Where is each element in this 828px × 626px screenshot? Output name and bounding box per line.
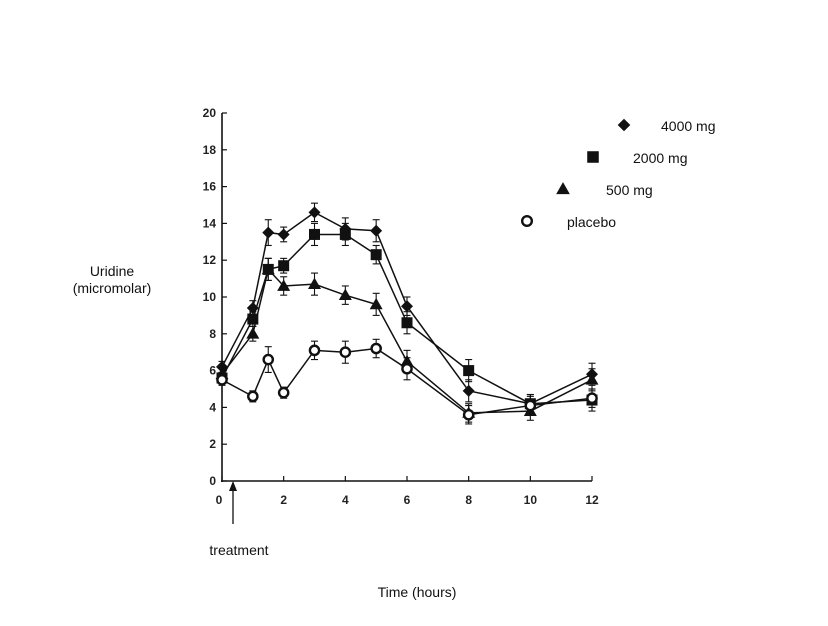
data-point bbox=[401, 317, 413, 329]
legend-label: placebo bbox=[567, 214, 616, 230]
legend-label: 2000 mg bbox=[633, 150, 687, 166]
x-tick-label: 6 bbox=[404, 493, 411, 507]
x-tick-label: 8 bbox=[465, 493, 472, 507]
y-tick-label: 10 bbox=[203, 290, 217, 304]
y-axis-title-line2: (micromolar) bbox=[73, 280, 152, 296]
data-point bbox=[308, 344, 321, 357]
legend-marker bbox=[587, 151, 599, 163]
data-point bbox=[278, 260, 290, 272]
series-placebo bbox=[216, 338, 598, 425]
legend-marker bbox=[520, 214, 534, 228]
y-tick-label: 6 bbox=[209, 364, 216, 378]
x-tick-label: 4 bbox=[342, 493, 349, 507]
data-point bbox=[369, 297, 383, 310]
legend-item-500-mg: 500 mg bbox=[556, 182, 653, 198]
data-point bbox=[216, 373, 228, 386]
series-4000-mg bbox=[216, 202, 598, 414]
data-point bbox=[277, 386, 290, 399]
data-point bbox=[277, 228, 290, 241]
treatment-arrow bbox=[229, 481, 237, 524]
y-tick-label: 0 bbox=[209, 474, 216, 488]
legend-item-2000-mg: 2000 mg bbox=[587, 150, 687, 166]
data-point bbox=[462, 384, 475, 397]
data-point bbox=[308, 206, 321, 219]
data-point bbox=[246, 327, 260, 339]
data-point bbox=[463, 365, 475, 377]
data-point bbox=[246, 302, 259, 315]
treatment-annotation: treatment bbox=[209, 542, 268, 558]
data-point bbox=[339, 346, 352, 359]
x-tick-label: 0 bbox=[216, 493, 223, 507]
data-point bbox=[247, 390, 259, 403]
data-point bbox=[524, 399, 537, 412]
legend-item-placebo: placebo bbox=[520, 214, 616, 230]
data-point bbox=[370, 249, 382, 261]
data-point bbox=[401, 362, 413, 375]
series-500-mg bbox=[215, 257, 599, 423]
data-point bbox=[262, 226, 275, 239]
x-tick-label: 10 bbox=[524, 493, 538, 507]
x-axis-title: Time (hours) bbox=[378, 584, 457, 600]
x-tick-label: 12 bbox=[585, 493, 599, 507]
legend-marker bbox=[556, 182, 570, 195]
data-point bbox=[339, 228, 351, 240]
y-tick-label: 14 bbox=[203, 216, 217, 230]
y-tick-label: 8 bbox=[209, 327, 216, 341]
y-axis-ticks: 0 2 4 6 8 10 12 14 16 18 20 bbox=[203, 106, 227, 488]
data-point bbox=[338, 288, 352, 301]
y-tick-label: 12 bbox=[203, 253, 217, 267]
series-line bbox=[221, 267, 593, 414]
data-point bbox=[261, 262, 275, 275]
data-point bbox=[370, 224, 383, 237]
data-point bbox=[585, 373, 599, 385]
x-tick-label: 2 bbox=[280, 493, 287, 507]
legend: 4000 mg 2000 mg 500 mg placebo bbox=[520, 118, 715, 230]
data-point bbox=[586, 392, 598, 405]
legend-marker bbox=[617, 118, 631, 132]
data-point bbox=[247, 313, 259, 325]
data-point bbox=[277, 279, 291, 291]
y-tick-label: 18 bbox=[203, 143, 217, 157]
x-axis-ticks: 0 2 4 6 8 10 12 bbox=[216, 476, 599, 507]
series-layer bbox=[215, 202, 599, 425]
y-tick-label: 4 bbox=[209, 400, 216, 414]
data-point bbox=[308, 277, 321, 289]
legend-label: 4000 mg bbox=[661, 118, 715, 134]
series-2000-mg bbox=[216, 222, 598, 414]
data-point bbox=[401, 300, 413, 313]
data-point bbox=[370, 342, 382, 355]
y-tick-label: 2 bbox=[209, 437, 216, 451]
y-tick-label: 16 bbox=[203, 180, 217, 194]
legend-item-4000-mg: 4000 mg bbox=[617, 118, 715, 134]
y-tick-label: 20 bbox=[203, 106, 217, 120]
legend-label: 500 mg bbox=[606, 182, 653, 198]
data-point bbox=[309, 228, 320, 240]
data-point bbox=[262, 353, 275, 366]
data-point bbox=[462, 408, 475, 421]
y-axis-title-line1: Uridine bbox=[90, 263, 135, 279]
